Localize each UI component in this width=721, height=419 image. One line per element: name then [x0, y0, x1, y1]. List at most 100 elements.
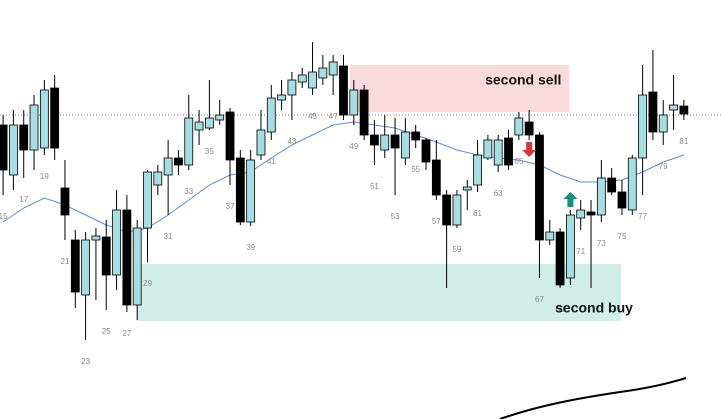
- candle-body: [70, 239, 80, 293]
- candle-body: [132, 227, 142, 306]
- candle-body: [380, 134, 390, 151]
- candle-body: [0, 124, 8, 171]
- candle-body: [679, 105, 689, 115]
- candle-body: [256, 129, 266, 156]
- candle-body: [442, 194, 452, 226]
- candle-body: [349, 89, 359, 116]
- bar-number: 59: [452, 245, 461, 254]
- candle-body: [29, 104, 39, 151]
- candle-body: [524, 121, 534, 136]
- candle-body: [648, 91, 658, 133]
- candle-body: [297, 74, 307, 83]
- signal-arrow: [522, 142, 537, 157]
- candle-body: [400, 131, 410, 159]
- candle-body: [483, 139, 493, 159]
- candle-body: [431, 159, 441, 196]
- candle-body: [163, 157, 173, 176]
- candle-body: [452, 194, 462, 226]
- candle-body: [535, 134, 544, 241]
- bar-number: 33: [184, 187, 193, 196]
- candle-body: [215, 114, 225, 121]
- bar-number: 55: [411, 165, 420, 174]
- candle-body: [545, 231, 555, 241]
- candle-body: [473, 154, 482, 186]
- bar-number: 29: [143, 279, 152, 288]
- candle-body: [627, 157, 637, 211]
- candle-body: [586, 211, 596, 216]
- candle-body: [462, 186, 472, 191]
- candle-body: [101, 236, 111, 276]
- candle-body: [60, 187, 70, 216]
- bar-number: 37: [226, 202, 235, 211]
- zone-label: second sell: [485, 72, 561, 88]
- candle-body: [91, 235, 101, 241]
- bar-number: 23: [81, 357, 90, 366]
- zone-label: second buy: [555, 300, 633, 316]
- signal-arrow: [563, 192, 578, 207]
- bar-number: 61: [473, 209, 482, 218]
- candle-body: [266, 97, 276, 133]
- candle-body: [638, 94, 648, 159]
- candle-body: [50, 87, 60, 149]
- candle-body: [153, 171, 163, 186]
- bar-number: 77: [638, 212, 647, 221]
- candle-body: [19, 124, 29, 151]
- bar-number: 43: [287, 137, 296, 146]
- candle-body: [370, 134, 379, 146]
- candle-body: [555, 231, 565, 286]
- candle-body: [122, 209, 132, 306]
- candle-body: [246, 159, 256, 223]
- candle-body: [328, 61, 338, 76]
- candle-body: [339, 65, 348, 116]
- bar-number: 15: [0, 212, 8, 221]
- bar-number: 45: [308, 112, 317, 121]
- bar-number: 63: [494, 189, 503, 198]
- candle-body: [174, 157, 183, 166]
- candle-body: [287, 79, 297, 96]
- candle-body: [493, 139, 503, 166]
- candle-body: [143, 171, 152, 229]
- candle-body: [359, 89, 369, 136]
- candle-body: [566, 214, 575, 279]
- bar-number: 27: [122, 329, 131, 338]
- candle-body: [194, 121, 204, 131]
- candle-body: [112, 209, 121, 276]
- candle-body: [658, 114, 668, 133]
- candle-body: [421, 139, 431, 163]
- candle-body: [411, 131, 421, 141]
- candle-body: [504, 137, 513, 166]
- candle-body: [514, 117, 524, 136]
- bar-number: 19: [40, 172, 49, 181]
- bar-number: 73: [597, 239, 606, 248]
- candle-body: [225, 111, 235, 161]
- bar-number: 71: [576, 247, 585, 256]
- candle-body: [235, 157, 245, 223]
- plot: 15 17 19 21 23 25 27 29 31 33 35 37 39 41 43 45 47 49 51 53…: [0, 42, 689, 366]
- bar-number: 51: [370, 182, 379, 191]
- candle-body: [390, 134, 400, 149]
- zones: [0, 65, 721, 321]
- bar-number: 25: [102, 327, 111, 336]
- bar-number: 67: [535, 295, 544, 304]
- candle-body: [669, 104, 678, 111]
- bar-number: 17: [19, 195, 28, 204]
- candle-body: [39, 89, 49, 149]
- bar-number: 39: [246, 243, 255, 252]
- candle-body: [81, 239, 91, 296]
- bar-number: 41: [267, 157, 276, 166]
- candle-body: [204, 117, 214, 129]
- candle-body: [576, 209, 586, 219]
- bar-number: 21: [61, 257, 70, 266]
- bar-number: 69: [556, 305, 565, 314]
- candle-body: [308, 71, 317, 89]
- candle-body: [617, 191, 627, 209]
- zone: [137, 264, 621, 321]
- candle-body: [607, 177, 617, 193]
- candle-body: [596, 177, 606, 216]
- bar-number: 57: [432, 217, 441, 226]
- candle-body: [9, 124, 18, 176]
- bar-number: 31: [164, 232, 173, 241]
- bar-number: 81: [679, 137, 688, 146]
- bar-number: 49: [349, 142, 358, 151]
